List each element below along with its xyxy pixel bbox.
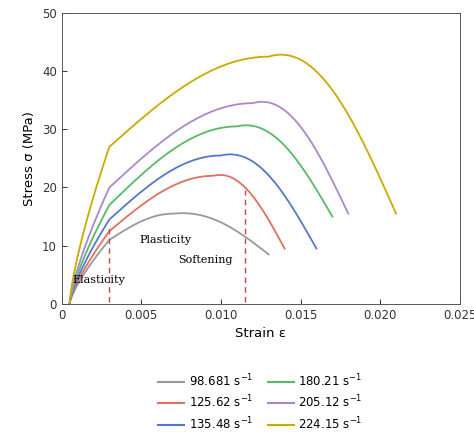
Text: Plasticity: Plasticity bbox=[140, 235, 192, 245]
X-axis label: Strain ε: Strain ε bbox=[235, 327, 286, 340]
Y-axis label: Stress σ (MPa): Stress σ (MPa) bbox=[23, 111, 36, 206]
Text: Softening: Softening bbox=[178, 255, 232, 265]
Text: Elasticity: Elasticity bbox=[72, 276, 125, 286]
Legend: 98.681 s$^{-1}$, 125.62 s$^{-1}$, 135.48 s$^{-1}$, 180.21 s$^{-1}$, 205.12 s$^{-: 98.681 s$^{-1}$, 125.62 s$^{-1}$, 135.48… bbox=[154, 368, 368, 434]
